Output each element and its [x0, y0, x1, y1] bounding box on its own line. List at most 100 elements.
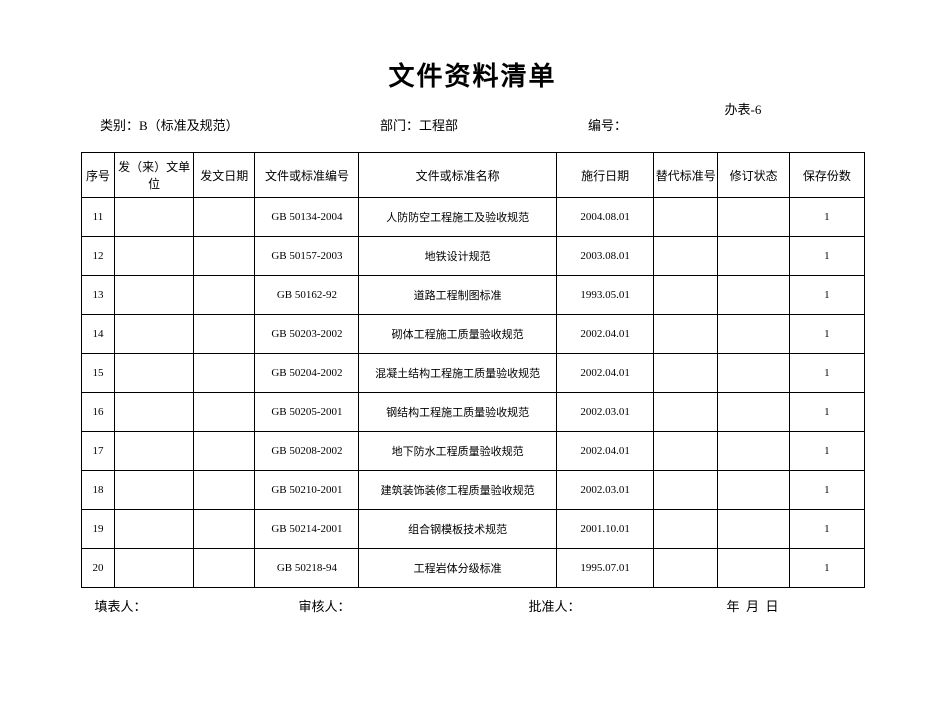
cell-rep: [654, 549, 718, 588]
col-unit: 发（来）文单位: [115, 153, 194, 198]
cell-unit: [115, 471, 194, 510]
category-value: B（标准及规范）: [139, 118, 239, 133]
code-label: 编号：: [588, 118, 627, 133]
cell-rev: [718, 315, 790, 354]
cell-rev: [718, 432, 790, 471]
category-label: 类别：: [100, 118, 139, 133]
table-row: 19 GB 50214-2001组合钢模板技术规范2001.10.01 1: [81, 510, 864, 549]
cell-unit: [115, 198, 194, 237]
cell-rev: [718, 237, 790, 276]
cell-date: [193, 549, 255, 588]
cell-unit: [115, 432, 194, 471]
cell-no: 13: [81, 276, 115, 315]
approver-label: 批准人：: [529, 596, 727, 615]
cell-eff: 2002.04.01: [556, 432, 654, 471]
cell-rev: [718, 198, 790, 237]
cell-code: GB 50210-2001: [255, 471, 359, 510]
page-title: 文件资料清单: [81, 56, 865, 93]
cell-name: 地下防水工程质量验收规范: [359, 432, 556, 471]
cell-rep: [654, 471, 718, 510]
cell-eff: 2002.03.01: [556, 471, 654, 510]
table-row: 13 GB 50162-92道路工程制图标准1993.05.01 1: [81, 276, 864, 315]
cell-name: 人防防空工程施工及验收规范: [359, 198, 556, 237]
cell-qty: 1: [790, 471, 864, 510]
cell-eff: 2002.04.01: [556, 315, 654, 354]
table-row: 17GB 50208-2002地下防水工程质量验收规范2002.04.011: [81, 432, 864, 471]
cell-rep: [654, 237, 718, 276]
cell-date: [193, 237, 255, 276]
cell-name: 建筑装饰装修工程质量验收规范: [359, 471, 556, 510]
cell-unit: [115, 510, 194, 549]
cell-rev: [718, 393, 790, 432]
cell-code: GB 50214-2001: [255, 510, 359, 549]
cell-code: GB 50162-92: [255, 276, 359, 315]
cell-date: [193, 198, 255, 237]
meta-bar: 类别：B（标准及规范） 部门：工程部 编号： 办表-6: [81, 99, 865, 150]
cell-rev: [718, 510, 790, 549]
cell-date: [193, 276, 255, 315]
cell-rep: [654, 354, 718, 393]
cell-code: GB 50157-2003: [255, 237, 359, 276]
document-page: 文件资料清单 类别：B（标准及规范） 部门：工程部 编号： 办表-6 序号 发（…: [81, 56, 865, 615]
cell-code: GB 50208-2002: [255, 432, 359, 471]
cell-code: GB 50134-2004: [255, 198, 359, 237]
cell-rep: [654, 510, 718, 549]
cell-eff: 2002.03.01: [556, 393, 654, 432]
cell-qty: 1: [790, 354, 864, 393]
cell-no: 17: [81, 432, 115, 471]
col-qty: 保存份数: [790, 153, 864, 198]
cell-code: GB 50218-94: [255, 549, 359, 588]
cell-qty: 1: [790, 276, 864, 315]
table-row: 20GB 50218-94工程岩体分级标准1995.07.011: [81, 549, 864, 588]
cell-qty: 1: [790, 198, 864, 237]
cell-unit: [115, 393, 194, 432]
form-number: 办表-6: [725, 99, 762, 150]
cell-date: [193, 354, 255, 393]
table-row: 15GB 50204-2002混凝土结构工程施工质量验收规范2002.04.01…: [81, 354, 864, 393]
cell-eff: 2002.04.01: [556, 354, 654, 393]
cell-unit: [115, 315, 194, 354]
cell-code: GB 50204-2002: [255, 354, 359, 393]
signature-row: 填表人： 审核人： 批准人： 年 月 日: [81, 596, 865, 615]
cell-eff: 2001.10.01: [556, 510, 654, 549]
cell-name: 工程岩体分级标准: [359, 549, 556, 588]
col-eff: 施行日期: [556, 153, 654, 198]
cell-unit: [115, 237, 194, 276]
cell-name: 组合钢模板技术规范: [359, 510, 556, 549]
cell-no: 12: [81, 237, 115, 276]
col-rev: 修订状态: [718, 153, 790, 198]
table-row: 11GB 50134-2004人防防空工程施工及验收规范2004.08.011: [81, 198, 864, 237]
cell-rev: [718, 471, 790, 510]
cell-qty: 1: [790, 393, 864, 432]
dept-value: 工程部: [419, 118, 458, 133]
table-row: 14GB 50203-2002砌体工程施工质量验收规范2002.04.011: [81, 315, 864, 354]
cell-code: GB 50205-2001: [255, 393, 359, 432]
table-header-row: 序号 发（来）文单位 发文日期 文件或标准编号 文件或标准名称 施行日期 替代标…: [81, 153, 864, 198]
filler-label: 填表人：: [81, 596, 299, 615]
cell-rep: [654, 393, 718, 432]
cell-rep: [654, 198, 718, 237]
date-label: 年 月 日: [727, 596, 779, 615]
cell-no: 19: [81, 510, 115, 549]
cell-name: 地铁设计规范: [359, 237, 556, 276]
col-date: 发文日期: [193, 153, 255, 198]
cell-unit: [115, 276, 194, 315]
cell-rep: [654, 276, 718, 315]
cell-name: 道路工程制图标准: [359, 276, 556, 315]
col-rep: 替代标准号: [654, 153, 718, 198]
cell-no: 18: [81, 471, 115, 510]
cell-qty: 1: [790, 510, 864, 549]
cell-eff: 1993.05.01: [556, 276, 654, 315]
cell-eff: 1995.07.01: [556, 549, 654, 588]
cell-no: 14: [81, 315, 115, 354]
cell-name: 混凝土结构工程施工质量验收规范: [359, 354, 556, 393]
cell-date: [193, 432, 255, 471]
cell-rep: [654, 315, 718, 354]
cell-eff: 2004.08.01: [556, 198, 654, 237]
cell-unit: [115, 549, 194, 588]
cell-unit: [115, 354, 194, 393]
cell-date: [193, 315, 255, 354]
cell-no: 16: [81, 393, 115, 432]
cell-code: GB 50203-2002: [255, 315, 359, 354]
cell-eff: 2003.08.01: [556, 237, 654, 276]
